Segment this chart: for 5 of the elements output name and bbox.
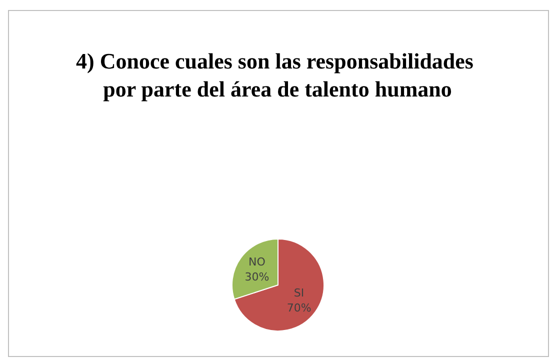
- chart-title: 4) Conoce cuales son las responsabilidades por parte del área de talento humano: [76, 48, 479, 102]
- slice-label: NO: [248, 256, 266, 269]
- slice-label: SI: [294, 286, 304, 300]
- data-label: 70%: [286, 301, 312, 314]
- data-label: 30%: [244, 270, 270, 284]
